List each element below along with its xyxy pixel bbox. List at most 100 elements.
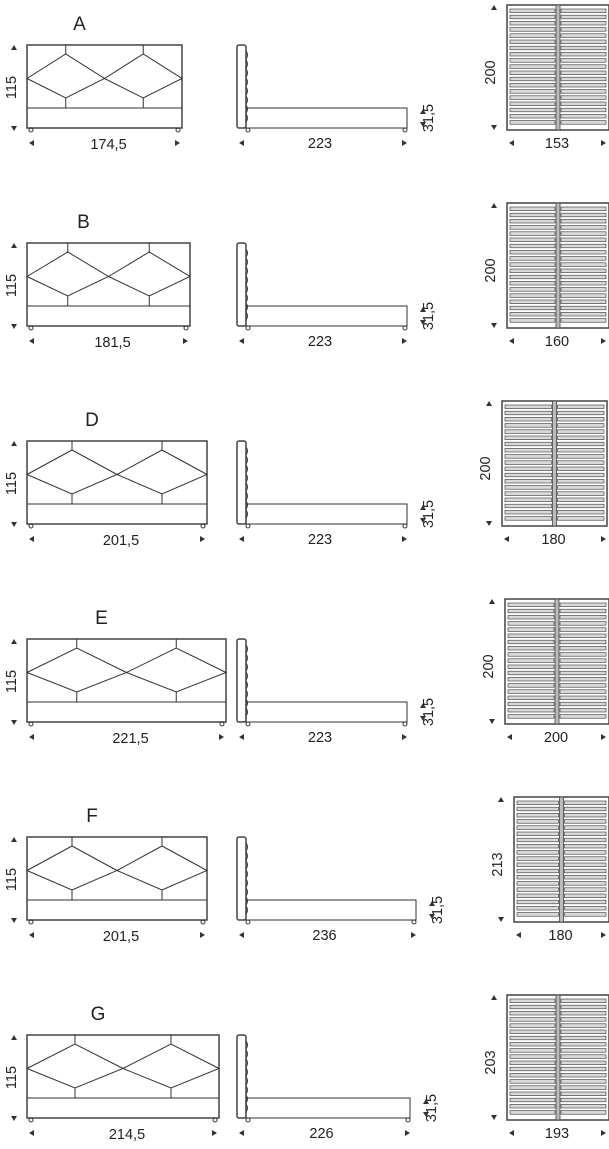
slat xyxy=(557,404,605,409)
front-view xyxy=(26,638,228,727)
dim-arrow xyxy=(402,734,407,740)
slat xyxy=(560,8,607,13)
base-height-dimension: 31,5 xyxy=(430,896,446,924)
dim-arrow xyxy=(429,914,435,919)
slat xyxy=(509,1097,556,1103)
tuft-bump xyxy=(245,473,248,483)
height-dimension: 115 xyxy=(4,472,20,495)
dim-arrow xyxy=(11,45,17,50)
headboard-side xyxy=(236,242,247,327)
slat xyxy=(564,813,607,818)
front-view xyxy=(26,836,209,925)
dim-arrow xyxy=(498,797,504,802)
slat xyxy=(516,862,559,867)
tuft-bump xyxy=(245,491,248,501)
slat xyxy=(504,423,552,428)
dim-arrow xyxy=(411,932,416,938)
front-foot xyxy=(200,919,206,925)
tuft-bump xyxy=(245,842,248,852)
slat xyxy=(516,868,559,874)
tuft-bump xyxy=(245,1085,248,1095)
slat xyxy=(557,497,605,502)
slat xyxy=(509,1110,556,1115)
dim-arrow xyxy=(601,536,606,542)
bed-model-f: F 115 201,5 236 31,5 213 180 xyxy=(4,796,609,945)
slat xyxy=(509,120,556,125)
slat xyxy=(509,212,556,218)
slat xyxy=(509,89,556,94)
dim-arrow xyxy=(212,1130,217,1136)
dim-arrow xyxy=(491,5,497,10)
dim-arrow xyxy=(601,140,606,146)
slat xyxy=(504,410,552,416)
slat xyxy=(509,1029,556,1034)
slat xyxy=(564,831,607,836)
slat xyxy=(559,608,607,614)
slat-frame xyxy=(506,994,609,1121)
side-foot xyxy=(405,1117,411,1123)
slat xyxy=(559,602,607,607)
slat xyxy=(509,1054,556,1059)
height-dimension: 115 xyxy=(4,1066,20,1089)
slat xyxy=(560,318,607,323)
slat xyxy=(509,1079,556,1084)
slat xyxy=(564,844,607,849)
quilt-diamond xyxy=(26,1043,125,1089)
slat xyxy=(504,491,552,496)
slat xyxy=(516,850,559,855)
model-label: E xyxy=(95,608,108,629)
slat xyxy=(509,101,556,106)
slat-length-dimension: 203 xyxy=(483,1050,499,1074)
slat-width-dimension: 160 xyxy=(545,334,569,350)
slat xyxy=(560,45,607,51)
slat xyxy=(560,268,607,273)
slat xyxy=(504,472,552,478)
slat xyxy=(507,677,555,682)
dim-arrow xyxy=(11,324,17,329)
quilt-diamond xyxy=(26,449,119,495)
slat xyxy=(559,658,607,663)
slat xyxy=(559,639,607,645)
headboard-frame xyxy=(26,638,227,723)
side-view xyxy=(236,44,408,133)
quilt-diamond xyxy=(126,647,228,693)
dim-arrow xyxy=(491,125,497,130)
slat-width-dimension: 200 xyxy=(544,730,568,746)
slat xyxy=(557,485,605,490)
side-foot xyxy=(402,721,408,727)
slat xyxy=(564,899,607,905)
slat xyxy=(509,1066,556,1072)
dim-arrow xyxy=(11,918,17,923)
slat xyxy=(504,441,552,447)
dim-arrow xyxy=(11,522,17,527)
slat xyxy=(559,677,607,682)
slat xyxy=(504,516,552,521)
tuft-bump xyxy=(245,887,248,897)
slat xyxy=(564,875,607,880)
slat xyxy=(509,231,556,236)
slat xyxy=(509,237,556,242)
tuft-bump xyxy=(245,689,248,699)
slat xyxy=(560,1011,607,1016)
slat xyxy=(559,646,607,651)
slat xyxy=(559,701,607,707)
slat xyxy=(560,101,607,106)
dim-arrow xyxy=(601,1130,606,1136)
slat xyxy=(560,1079,607,1084)
slat xyxy=(560,281,607,286)
dim-arrow xyxy=(504,536,509,542)
front-foot xyxy=(219,721,225,727)
slat-frame xyxy=(513,796,609,923)
slat xyxy=(516,844,559,849)
front-foot xyxy=(28,721,34,727)
dim-arrow xyxy=(420,505,426,510)
slat xyxy=(504,503,552,509)
bed-model-a: A 115 174,5 223 31,5 200 153 xyxy=(4,4,609,153)
slat xyxy=(557,466,605,471)
slat xyxy=(509,1004,556,1010)
dim-arrow xyxy=(219,734,224,740)
slat xyxy=(507,639,555,645)
dim-arrow xyxy=(486,401,492,406)
slat xyxy=(504,448,552,453)
model-label: D xyxy=(85,410,99,431)
